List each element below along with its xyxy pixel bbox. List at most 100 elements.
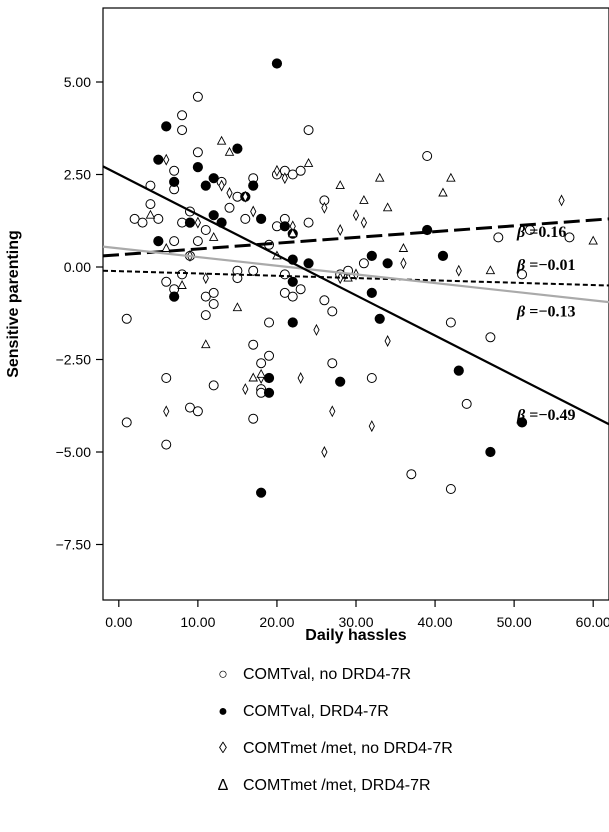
beta-label: β =0.16 — [516, 224, 566, 241]
point-open-diamond — [360, 216, 368, 229]
regression-lines — [102, 165, 609, 426]
legend: ○ COMTval, no DRD4-7R ● COMTval, DRD4-7R… — [205, 656, 585, 804]
x-tick-label: 20.00 — [259, 614, 294, 630]
point-open-circle — [319, 295, 330, 306]
point-filled-circle — [256, 213, 267, 224]
legend-open-circle-marker: ○ — [218, 665, 228, 683]
point-open-triangle — [359, 194, 369, 204]
x-tick-label: 60.00 — [576, 614, 609, 630]
beta-label: β =−0.13 — [516, 303, 575, 320]
point-open-triangle — [382, 202, 393, 212]
point-open-triangle — [438, 187, 448, 197]
point-open-diamond — [352, 209, 360, 222]
legend-label: COMTval, no DRD4-7R — [243, 665, 412, 683]
point-filled-circle — [169, 176, 180, 187]
point-open-triangle — [216, 135, 227, 145]
point-open-diamond — [242, 383, 249, 396]
y-tick-label: 2.50 — [64, 167, 91, 183]
x-tick-label: 10.00 — [180, 614, 215, 630]
beta-label: β =−0.49 — [516, 407, 575, 424]
point-open-circle — [493, 232, 504, 243]
point-filled-circle — [366, 250, 377, 261]
legend-label: COMTmet /met, DRD4-7R — [243, 776, 431, 794]
point-open-triangle — [201, 339, 211, 349]
point-open-circle — [145, 199, 156, 210]
point-filled-circle — [263, 372, 275, 384]
x-tick-label: 50.00 — [497, 614, 532, 630]
point-open-circle — [192, 147, 203, 158]
point-open-diamond — [313, 323, 320, 336]
point-filled-circle — [153, 236, 164, 247]
x-tick-label: 0.00 — [105, 614, 132, 630]
point-open-triangle — [256, 368, 266, 378]
point-open-circle — [169, 236, 180, 247]
point-open-circle — [200, 225, 211, 235]
point-filled-circle — [303, 258, 314, 269]
point-open-circle — [279, 269, 290, 280]
y-tick-label: 0.00 — [64, 259, 91, 275]
point-open-circle — [240, 213, 251, 224]
scatter-chart: 5.00 2.50 0.00 −2.50 −5.00 −7.50 0.00 10.00 20.… — [5, 7, 609, 644]
x-axis-title: Daily hassles — [305, 627, 407, 644]
point-open-circle — [177, 125, 188, 136]
point-open-circle — [406, 469, 417, 480]
point-open-circle — [161, 373, 172, 383]
y-tick-label: −7.50 — [56, 537, 92, 553]
point-open-triangle — [177, 280, 187, 289]
point-filled-circle — [161, 121, 172, 132]
point-open-triangle — [248, 372, 258, 382]
point-open-circle — [177, 269, 188, 280]
point-open-circle — [279, 287, 290, 298]
legend-item-comtmet-drd4: Δ COMTmet /met, DRD4-7R — [205, 767, 585, 804]
point-open-triangle — [398, 243, 409, 252]
legend-filled-circle-marker: ● — [218, 702, 228, 720]
point-open-circle — [295, 284, 306, 295]
point-filled-circle — [437, 250, 449, 261]
point-open-diamond — [242, 190, 249, 203]
point-open-triangle — [485, 265, 496, 275]
point-filled-circle — [374, 313, 385, 324]
point-open-circle — [327, 306, 338, 317]
point-filled-circle — [232, 143, 243, 154]
point-filled-circle — [263, 387, 275, 398]
x-tick-label: 40.00 — [418, 614, 453, 630]
legend-diamond-marker: ◊ — [219, 739, 227, 757]
point-open-circle — [287, 291, 298, 302]
point-open-triangle — [303, 157, 314, 167]
point-open-circle — [256, 358, 267, 369]
point-filled-circle — [287, 276, 298, 287]
point-open-triangle — [374, 172, 385, 182]
point-open-circle — [248, 265, 259, 276]
y-tick-label: −2.50 — [56, 352, 92, 368]
point-open-circle — [192, 91, 203, 102]
point-open-circle — [564, 232, 575, 243]
point-open-circle — [121, 313, 132, 324]
beta-labels: β =0.16 β =−0.01 β =−0.13 β =−0.49 — [516, 224, 575, 424]
point-filled-circle — [208, 173, 219, 184]
point-open-circle — [137, 217, 148, 228]
point-open-circle — [232, 273, 243, 284]
legend-triangle-marker: Δ — [217, 776, 229, 794]
point-filled-circle — [485, 446, 496, 458]
point-open-triangle — [588, 235, 598, 245]
point-open-circle — [303, 125, 314, 136]
point-open-diamond — [455, 264, 462, 277]
y-tick-label: 5.00 — [64, 74, 91, 90]
legend-item-comtval-no-drd4: ○ COMTval, no DRD4-7R — [205, 656, 585, 693]
point-open-diamond — [400, 257, 407, 270]
point-open-triangle — [224, 146, 235, 156]
point-filled-circle — [279, 221, 290, 232]
point-open-triangle — [161, 243, 171, 252]
point-filled-circle — [169, 291, 180, 302]
point-open-diamond — [337, 272, 344, 285]
point-open-diamond — [250, 205, 257, 218]
y-axis-title: Sensitive parenting — [5, 230, 22, 378]
point-open-diamond — [384, 335, 391, 347]
point-open-circle — [184, 402, 195, 413]
point-filled-circle — [335, 376, 346, 387]
point-open-circle — [485, 332, 496, 343]
legend-item-comtval-drd4: ● COMTval, DRD4-7R — [205, 693, 585, 730]
x-tick-label: 30.00 — [338, 614, 373, 630]
point-open-circle — [192, 406, 203, 417]
point-open-diamond — [337, 224, 344, 236]
